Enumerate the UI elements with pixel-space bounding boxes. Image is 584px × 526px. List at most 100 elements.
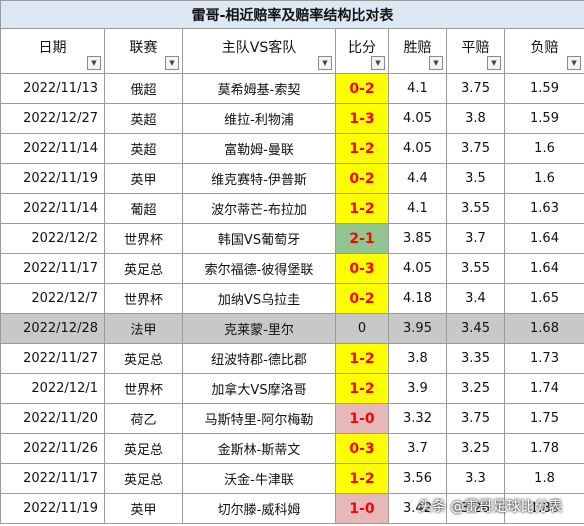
lose-odds-cell[interactable]: 1.59	[503, 103, 584, 134]
score-cell[interactable]: 1-0	[335, 403, 389, 434]
score-cell[interactable]: 0-3	[335, 433, 389, 464]
filter-dropdown-icon[interactable]: ▼	[429, 56, 443, 70]
score-cell[interactable]: 1-2	[335, 463, 389, 494]
header-teams[interactable]: 主队VS客队 ▼	[182, 28, 336, 74]
teams-cell[interactable]: 韩国VS葡萄牙	[182, 223, 336, 254]
draw-odds-cell[interactable]: 3.7	[446, 223, 505, 254]
score-cell[interactable]: 1-2	[335, 193, 389, 224]
date-cell[interactable]: 2022/12/2	[0, 223, 105, 254]
win-odds-cell[interactable]: 4.1	[388, 193, 447, 224]
win-odds-cell[interactable]: 3.85	[388, 223, 447, 254]
draw-odds-cell[interactable]: 3.5	[446, 163, 505, 194]
win-odds-cell[interactable]: 4.1	[388, 73, 447, 104]
teams-cell[interactable]: 富勒姆-曼联	[182, 133, 336, 164]
lose-odds-cell[interactable]: 1.64	[503, 253, 584, 284]
teams-cell[interactable]: 金斯林-斯蒂文	[182, 433, 336, 464]
league-cell[interactable]: 荷乙	[104, 403, 183, 434]
score-cell[interactable]: 0-2	[335, 283, 389, 314]
score-cell[interactable]: 0-3	[335, 253, 389, 284]
league-cell[interactable]: 英足总	[104, 253, 183, 284]
date-cell[interactable]: 2022/11/17	[0, 253, 105, 284]
date-cell[interactable]: 2022/11/13	[0, 73, 105, 104]
draw-odds-cell[interactable]: 3.25	[446, 373, 505, 404]
teams-cell[interactable]: 纽波特郡-德比郡	[182, 343, 336, 374]
win-odds-cell[interactable]: 4.18	[388, 283, 447, 314]
teams-cell[interactable]: 波尔蒂芒-布拉加	[182, 193, 336, 224]
filter-dropdown-icon[interactable]: ▼	[87, 56, 101, 70]
date-cell[interactable]: 2022/12/27	[0, 103, 105, 134]
league-cell[interactable]: 世界杯	[104, 373, 183, 404]
date-cell[interactable]: 2022/12/7	[0, 283, 105, 314]
draw-odds-cell[interactable]: 3.3	[446, 463, 505, 494]
win-odds-cell[interactable]: 3.32	[388, 403, 447, 434]
teams-cell[interactable]: 索尔福德-彼得堡联	[182, 253, 336, 284]
date-cell[interactable]: 2022/12/1	[0, 373, 105, 404]
win-odds-cell[interactable]: 3.95	[388, 313, 447, 344]
filter-dropdown-icon[interactable]: ▼	[165, 56, 179, 70]
league-cell[interactable]: 英足总	[104, 343, 183, 374]
lose-odds-cell[interactable]: 1.64	[503, 223, 584, 254]
win-odds-cell[interactable]: 3.42	[388, 493, 447, 524]
filter-dropdown-icon[interactable]: ▼	[567, 56, 582, 70]
score-cell[interactable]: 1-3	[335, 103, 389, 134]
score-cell[interactable]: 1-2	[335, 373, 389, 404]
win-odds-cell[interactable]: 3.7	[388, 433, 447, 464]
draw-odds-cell[interactable]: 3.55	[446, 253, 505, 284]
lose-odds-cell[interactable]: 1.74	[503, 373, 584, 404]
lose-odds-cell[interactable]: 1.6	[503, 133, 584, 164]
lose-odds-cell[interactable]: 1.8	[503, 463, 584, 494]
score-cell[interactable]: 0-2	[335, 73, 389, 104]
teams-cell[interactable]: 马斯特里-阿尔梅勒	[182, 403, 336, 434]
league-cell[interactable]: 英超	[104, 133, 183, 164]
score-cell[interactable]: 2-1	[335, 223, 389, 254]
lose-odds-cell[interactable]: 1.59	[503, 73, 584, 104]
league-cell[interactable]: 英甲	[104, 163, 183, 194]
lose-odds-cell[interactable]: 1.63	[503, 193, 584, 224]
win-odds-cell[interactable]: 3.9	[388, 373, 447, 404]
date-cell[interactable]: 2022/11/19	[0, 163, 105, 194]
score-cell[interactable]: 1-0	[335, 493, 389, 524]
league-cell[interactable]: 英足总	[104, 463, 183, 494]
lose-odds-cell[interactable]: 1.85	[503, 493, 584, 524]
date-cell[interactable]: 2022/11/26	[0, 433, 105, 464]
filter-dropdown-icon[interactable]: ▼	[487, 56, 501, 70]
win-odds-cell[interactable]: 3.8	[388, 343, 447, 374]
filter-dropdown-icon[interactable]: ▼	[318, 56, 332, 70]
draw-odds-cell[interactable]: 3.8	[446, 103, 505, 134]
teams-cell[interactable]: 加拿大VS摩洛哥	[182, 373, 336, 404]
league-cell[interactable]: 英超	[104, 103, 183, 134]
lose-odds-cell[interactable]: 1.6	[503, 163, 584, 194]
win-odds-cell[interactable]: 3.56	[388, 463, 447, 494]
score-cell[interactable]: 1-2	[335, 343, 389, 374]
league-cell[interactable]: 俄超	[104, 73, 183, 104]
league-cell[interactable]: 葡超	[104, 193, 183, 224]
lose-odds-cell[interactable]: 1.65	[503, 283, 584, 314]
date-cell[interactable]: 2022/11/27	[0, 343, 105, 374]
teams-cell[interactable]: 加纳VS乌拉圭	[182, 283, 336, 314]
date-cell[interactable]: 2022/11/17	[0, 463, 105, 494]
draw-odds-cell[interactable]: 3.75	[446, 133, 505, 164]
teams-cell[interactable]: 沃金-牛津联	[182, 463, 336, 494]
draw-odds-cell[interactable]: 3.35	[446, 343, 505, 374]
lose-odds-cell[interactable]: 1.78	[503, 433, 584, 464]
win-odds-cell[interactable]: 4.05	[388, 133, 447, 164]
teams-cell[interactable]: 莫希姆基-索契	[182, 73, 336, 104]
teams-cell[interactable]: 切尔滕-威科姆	[182, 493, 336, 524]
date-cell[interactable]: 2022/11/20	[0, 403, 105, 434]
win-odds-cell[interactable]: 4.4	[388, 163, 447, 194]
score-cell[interactable]: 0	[335, 313, 389, 344]
draw-odds-cell[interactable]: 3.45	[446, 313, 505, 344]
header-date[interactable]: 日期 ▼	[0, 28, 105, 74]
header-score[interactable]: 比分 ▼	[335, 28, 389, 74]
draw-odds-cell[interactable]: 3.75	[446, 403, 505, 434]
draw-odds-cell[interactable]: 3.4	[446, 283, 505, 314]
header-win-odds[interactable]: 胜赔 ▼	[388, 28, 447, 74]
teams-cell[interactable]: 维拉-利物浦	[182, 103, 336, 134]
win-odds-cell[interactable]: 4.05	[388, 103, 447, 134]
draw-odds-cell[interactable]: 3.55	[446, 193, 505, 224]
score-cell[interactable]: 0-2	[335, 163, 389, 194]
lose-odds-cell[interactable]: 1.73	[503, 343, 584, 374]
league-cell[interactable]: 世界杯	[104, 283, 183, 314]
date-cell[interactable]: 2022/11/19	[0, 493, 105, 524]
teams-cell[interactable]: 维克赛特-伊普斯	[182, 163, 336, 194]
